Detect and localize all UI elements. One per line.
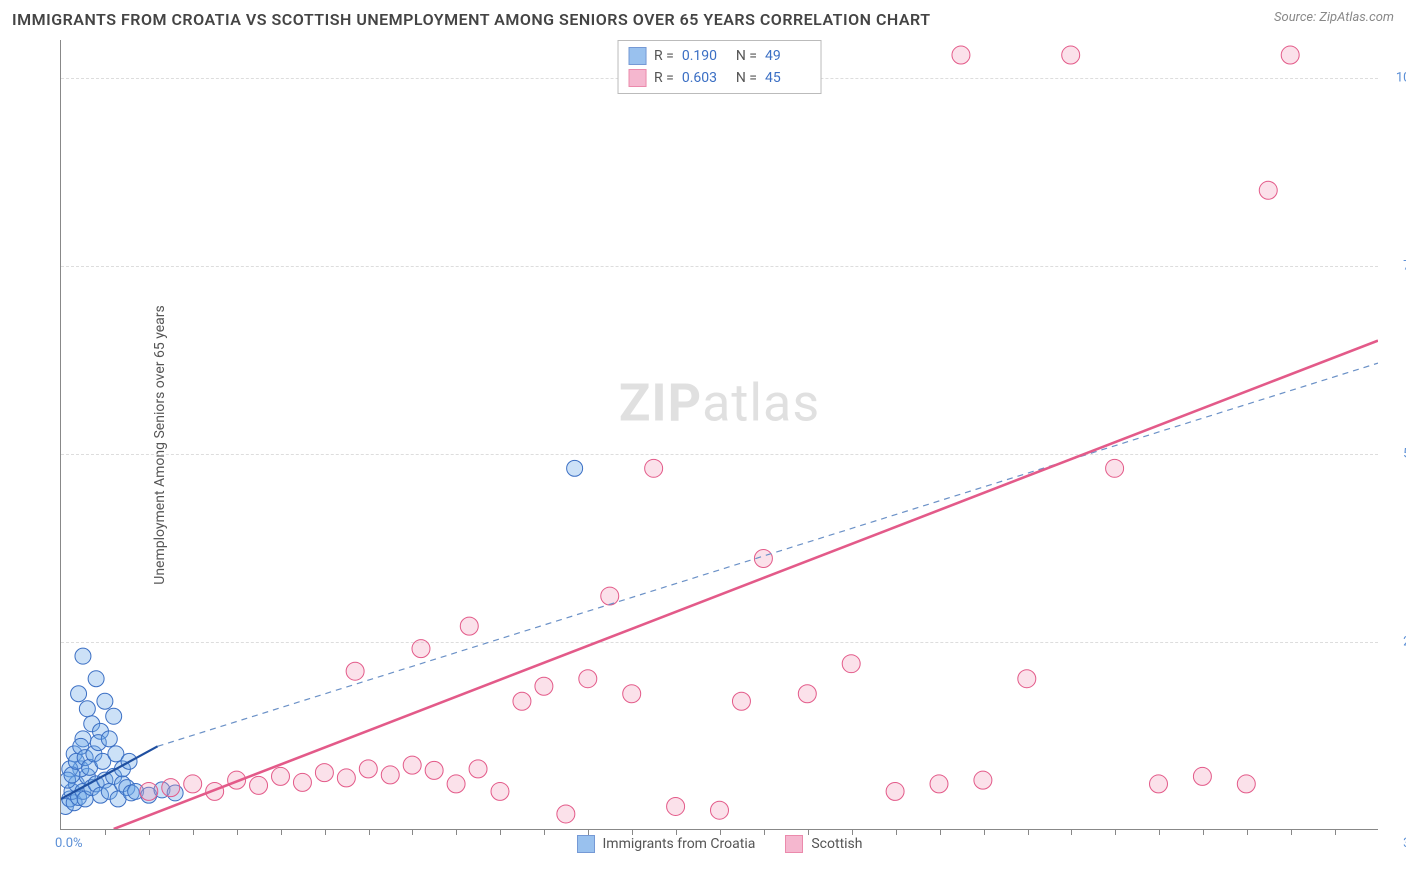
series-name: Scottish [811, 836, 862, 852]
x-tick [500, 829, 501, 835]
data-point [645, 459, 663, 477]
data-point [1259, 181, 1277, 199]
chart-area: Unemployment Among Seniors over 65 years… [48, 40, 1388, 850]
x-tick [896, 829, 897, 835]
data-point [412, 640, 430, 658]
data-point [71, 686, 87, 702]
data-point [425, 761, 443, 779]
data-point [381, 766, 399, 784]
legend-item: Immigrants from Croatia [577, 835, 756, 853]
data-point [491, 782, 509, 800]
data-point [1150, 775, 1168, 793]
swatch-icon [628, 47, 646, 65]
x-tick [281, 829, 282, 835]
data-point [337, 769, 355, 787]
x-tick [984, 829, 985, 835]
x-tick [237, 829, 238, 835]
x-tick [1291, 829, 1292, 835]
x-tick [456, 829, 457, 835]
legend-row: R = 0.603 N = 45 [628, 67, 811, 89]
series-legend: Immigrants from Croatia Scottish [577, 835, 863, 853]
data-point [79, 701, 95, 717]
legend-row: R = 0.190 N = 49 [628, 45, 811, 67]
x-axis-min-label: 0.0% [55, 836, 83, 851]
x-tick [1028, 829, 1029, 835]
data-point [711, 801, 729, 819]
x-tick [1071, 829, 1072, 835]
series-name: Immigrants from Croatia [603, 836, 756, 852]
n-value: 45 [765, 70, 811, 86]
x-tick [1159, 829, 1160, 835]
x-tick [544, 829, 545, 835]
data-point [1237, 775, 1255, 793]
data-point [447, 775, 465, 793]
data-point [106, 708, 122, 724]
data-point [513, 692, 531, 710]
x-tick [412, 829, 413, 835]
data-point [1193, 767, 1211, 785]
data-point [97, 693, 113, 709]
chart-title: IMMIGRANTS FROM CROATIA VS SCOTTISH UNEM… [12, 10, 931, 29]
data-point [567, 460, 583, 476]
data-point [886, 782, 904, 800]
x-tick [1203, 829, 1204, 835]
x-tick [105, 829, 106, 835]
data-point [250, 776, 268, 794]
data-point [75, 648, 91, 664]
data-point [1018, 670, 1036, 688]
data-point [403, 756, 421, 774]
data-point [952, 46, 970, 64]
data-point [1281, 46, 1299, 64]
swatch-icon [785, 835, 803, 853]
data-point [557, 805, 575, 823]
source-attribution: Source: ZipAtlas.com [1274, 10, 1394, 25]
r-value: 0.190 [682, 48, 728, 64]
x-tick [193, 829, 194, 835]
data-point [601, 587, 619, 605]
data-point [930, 775, 948, 793]
x-tick [1247, 829, 1248, 835]
data-point [460, 617, 478, 635]
swatch-icon [577, 835, 595, 853]
plot-box: 25.0%50.0%75.0%100.0% 0.0% 30.0% ZIPatla… [60, 40, 1378, 830]
data-point [272, 767, 290, 785]
data-point [1106, 459, 1124, 477]
y-tick-label: 100.0% [1396, 70, 1406, 85]
data-point [623, 685, 641, 703]
legend-item: Scottish [785, 835, 862, 853]
data-point [469, 760, 487, 778]
data-point [184, 775, 202, 793]
scatter-plot-svg [61, 40, 1378, 829]
swatch-icon [628, 69, 646, 87]
data-point [842, 655, 860, 673]
x-tick [1115, 829, 1116, 835]
data-point [732, 692, 750, 710]
data-point [359, 760, 377, 778]
data-point [140, 782, 158, 800]
x-tick [1335, 829, 1336, 835]
x-tick [940, 829, 941, 835]
data-point [1062, 46, 1080, 64]
trend-line [114, 341, 1378, 829]
data-point [667, 797, 685, 815]
data-point [974, 771, 992, 789]
data-point [162, 779, 180, 797]
data-point [88, 671, 104, 687]
data-point [798, 685, 816, 703]
data-point [579, 670, 597, 688]
data-point [315, 764, 333, 782]
x-tick [149, 829, 150, 835]
data-point [346, 662, 364, 680]
x-tick [325, 829, 326, 835]
data-point [535, 677, 553, 695]
n-value: 49 [765, 48, 811, 64]
trend-line-extrapolated [158, 363, 1378, 746]
x-tick [369, 829, 370, 835]
r-value: 0.603 [682, 70, 728, 86]
data-point [293, 773, 311, 791]
data-point [101, 731, 117, 747]
correlation-legend: R = 0.190 N = 49 R = 0.603 N = 45 [617, 40, 822, 94]
